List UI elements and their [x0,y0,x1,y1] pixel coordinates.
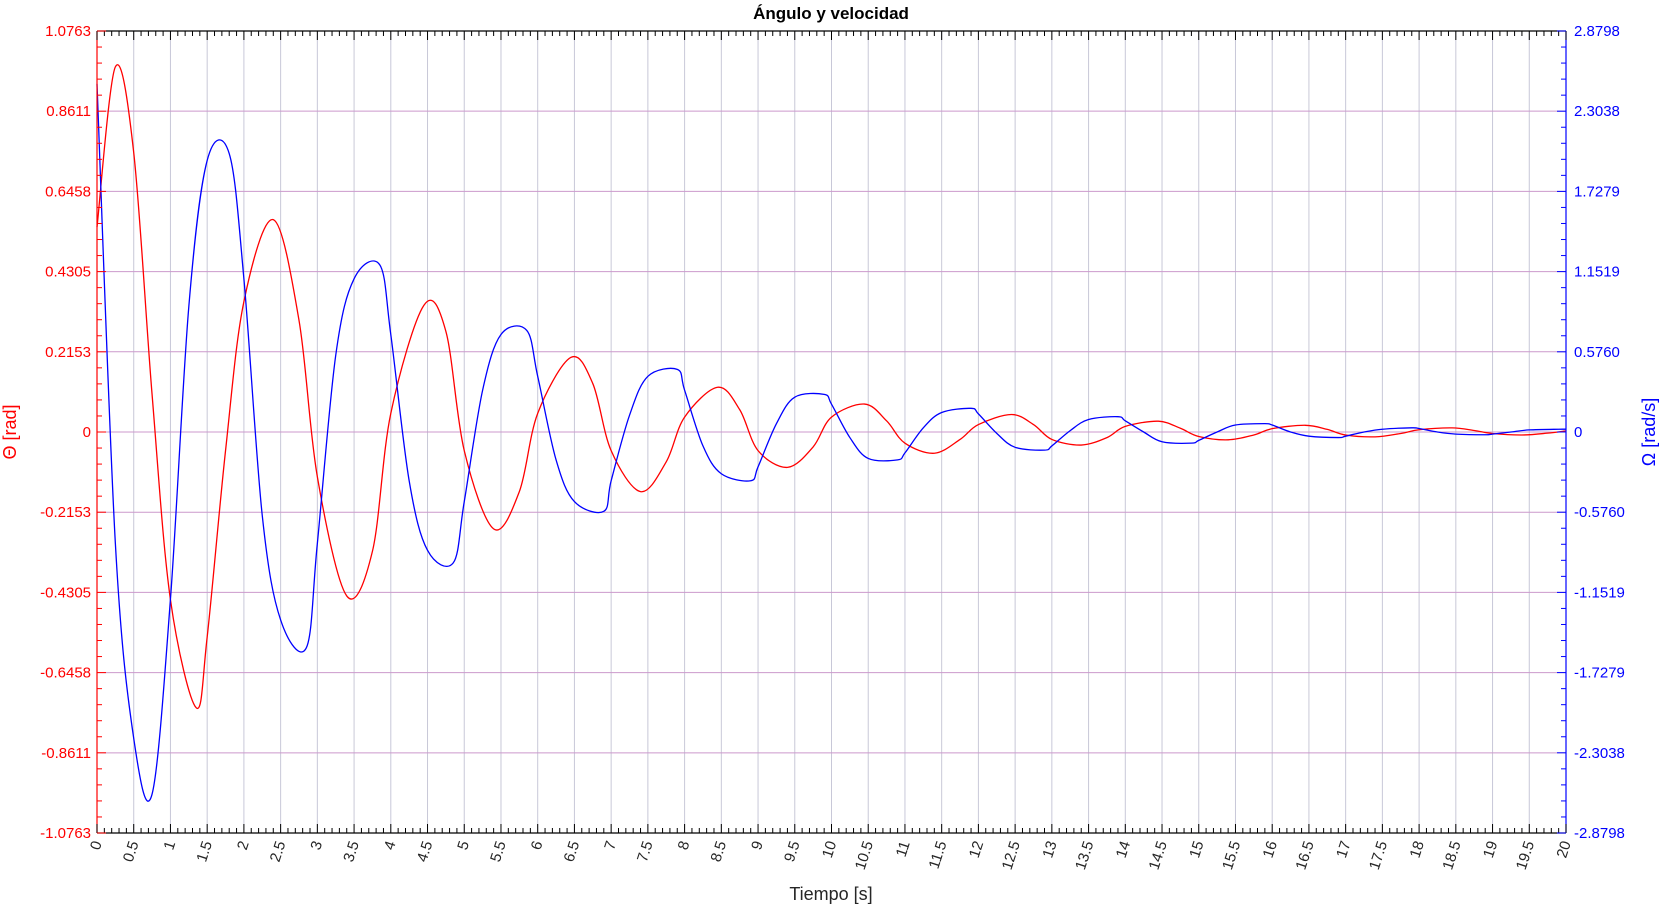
x-tick-label: 17 [1333,839,1354,860]
left-y-tick-label: -1.0763 [40,825,91,842]
right-y-tick-label: -2.8798 [1574,825,1625,842]
series-layer [96,64,1567,802]
grid-lines [96,30,1567,834]
x-tick-label: 13 [1039,839,1060,860]
x-tick-label: 6.5 [561,839,584,864]
tick-labels: 0 0.5 1 1.5 2 2.5 3 3.5 4 4.5 5 5.5 6 6.5 7 7.5 8 8.5 9 9.5… [40,23,1625,872]
x-tick-label: 20 [1553,839,1574,860]
x-tick-label: 10 [819,839,840,860]
right-y-tick-label: 1.1519 [1574,264,1620,281]
right-y-tick-label: 2.8798 [1574,23,1620,40]
right-y-tick-label: -0.5760 [1574,504,1625,521]
series-line-omega [96,83,1567,802]
x-tick-label: 5.5 [487,839,510,864]
right-y-tick-label: -1.1519 [1574,584,1625,601]
x-tick-label: 7.5 [634,839,657,864]
left-y-tick-label: -0.4305 [40,584,91,601]
x-tick-label: 9.5 [781,839,804,864]
x-tick-label: 1.5 [193,839,216,864]
left-y-axis-label: Θ [rad] [0,404,20,459]
right-y-axis-label: Ω [rad/s] [1639,398,1659,466]
right-y-tick-label: 0 [1574,424,1582,441]
right-y-tick-label: 0.5760 [1574,344,1620,361]
x-axis-label: Tiempo [s] [789,884,872,904]
x-tick-label: 2.5 [267,839,290,864]
x-tick-label: 4.5 [414,839,437,864]
right-y-tick-label: -1.7279 [1574,665,1625,682]
left-y-tick-label: -0.6458 [40,665,91,682]
tick-marks [96,30,1567,834]
x-tick-label: 3.5 [340,839,363,864]
x-tick-label: 11 [893,839,914,859]
right-y-tick-label: 1.7279 [1574,183,1620,200]
x-tick-label: 16 [1260,839,1281,860]
x-tick-label: 18 [1407,839,1428,860]
x-tick-label: 12 [966,839,987,860]
x-tick-label: 0.5 [120,839,143,864]
series-line-theta [96,64,1567,710]
left-y-tick-label: 0.2153 [45,344,91,361]
x-tick-label: 19 [1480,839,1501,860]
right-y-tick-label: 2.3038 [1574,103,1620,120]
left-y-tick-label: 0 [83,424,91,441]
x-tick-label: 14 [1113,839,1134,860]
left-y-tick-label: 0.4305 [45,264,91,281]
chart-title: Ángulo y velocidad [753,4,909,23]
left-y-tick-label: 1.0763 [45,23,91,40]
x-tick-label: 15 [1186,839,1207,860]
x-tick-label: 8.5 [708,839,731,864]
left-y-tick-label: 0.6458 [45,183,91,200]
right-y-tick-label: -2.3038 [1574,745,1625,762]
left-y-tick-label: 0.8611 [46,103,91,120]
left-y-tick-label: -0.8611 [41,745,91,762]
left-y-tick-label: -0.2153 [40,504,91,521]
